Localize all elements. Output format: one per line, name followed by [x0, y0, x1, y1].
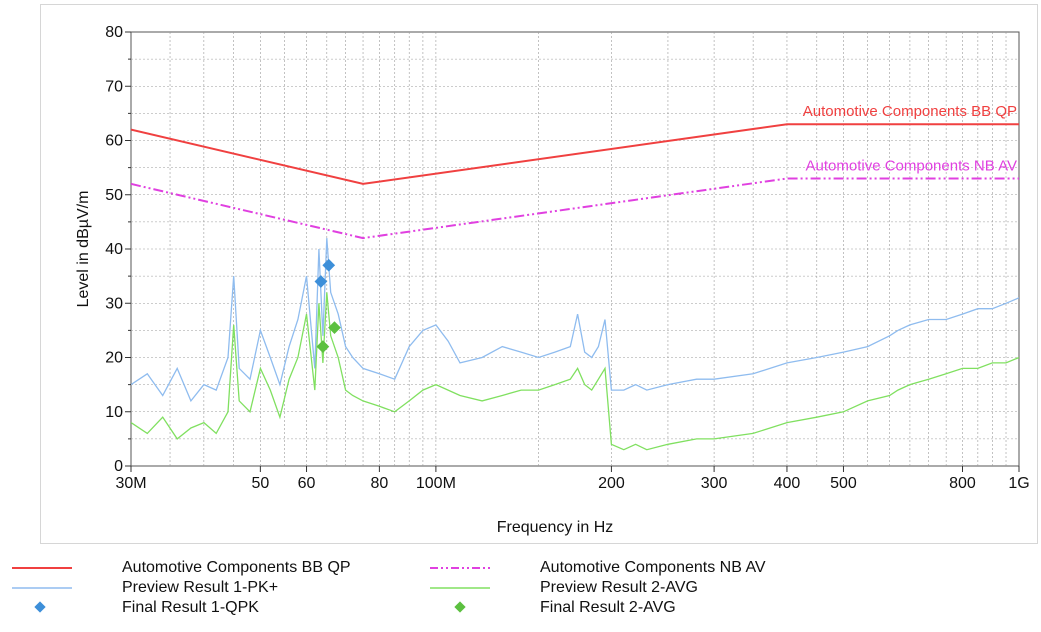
x-tick-label: 400 — [774, 475, 801, 492]
legend-swatch-qpk — [34, 601, 46, 613]
x-tick-label: 500 — [830, 475, 857, 492]
legend-label-pk: Preview Result 1-PK+ — [122, 579, 279, 596]
y-tick-label: 60 — [105, 133, 123, 150]
limit-label-automotive-components-bb-qp: Automotive Components BB QP — [803, 103, 1017, 120]
y-tick-label: 0 — [114, 458, 123, 475]
legend-swatch-bb-qp — [12, 567, 72, 569]
x-tick-label: 300 — [701, 475, 728, 492]
y-tick-label: 20 — [105, 350, 123, 367]
legend-swatch-final-avg — [454, 601, 466, 613]
x-tick-label: 800 — [949, 475, 976, 492]
x-tick-label: 100M — [416, 475, 456, 492]
marker-final-result-1-qpk — [314, 275, 328, 288]
y-tick-label: 70 — [105, 78, 123, 95]
y-tick-label: 40 — [105, 241, 123, 258]
legend-label-final-avg: Final Result 2-AVG — [540, 599, 676, 616]
legend-label-bb-qp: Automotive Components BB QP — [122, 559, 351, 576]
emission-chart: 0 10 20 30 40 50 60 70 80 30M 50 60 80 100M 200 300 400 5… — [75, 24, 1030, 536]
y-tick-label: 50 — [105, 187, 123, 204]
y-tick-label: 80 — [105, 24, 123, 41]
x-tick-label: 200 — [598, 475, 625, 492]
marker-final-result-1-qpk — [322, 258, 336, 272]
x-tick-label: 80 — [370, 475, 388, 492]
series-line-automotive-components-nb-av — [131, 177, 1019, 240]
marker-final-result-2-avg — [316, 340, 330, 354]
limit-label-automotive-components-nb-av: Automotive Components NB AV — [806, 157, 1018, 174]
y-axis-title: Level in dBµV/m — [75, 191, 92, 308]
legend-swatch-pk — [12, 587, 72, 589]
x-tick-label: 50 — [251, 475, 269, 492]
series-line-preview-result-1-pk- — [131, 238, 1019, 403]
series-line-automotive-components-bb-qp — [131, 123, 1019, 185]
legend-label-nb-av: Automotive Components NB AV — [540, 559, 766, 576]
legend-label-avg: Preview Result 2-AVG — [540, 579, 698, 596]
x-tick-label: 30M — [115, 475, 146, 492]
x-axis-title: Frequency in Hz — [497, 519, 614, 536]
x-tick-label: 60 — [298, 475, 316, 492]
legend-swatch-nb-av — [430, 567, 490, 569]
legend-label-qpk: Final Result 1-QPK — [122, 599, 259, 616]
marker-final-result-2-avg — [328, 321, 341, 335]
legend-swatch-avg — [430, 587, 490, 589]
y-tick-label: 30 — [105, 295, 123, 312]
x-tick-label: 1G — [1008, 475, 1029, 492]
y-tick-label: 10 — [105, 404, 123, 421]
series-line-preview-result-2-avg — [131, 292, 1019, 451]
